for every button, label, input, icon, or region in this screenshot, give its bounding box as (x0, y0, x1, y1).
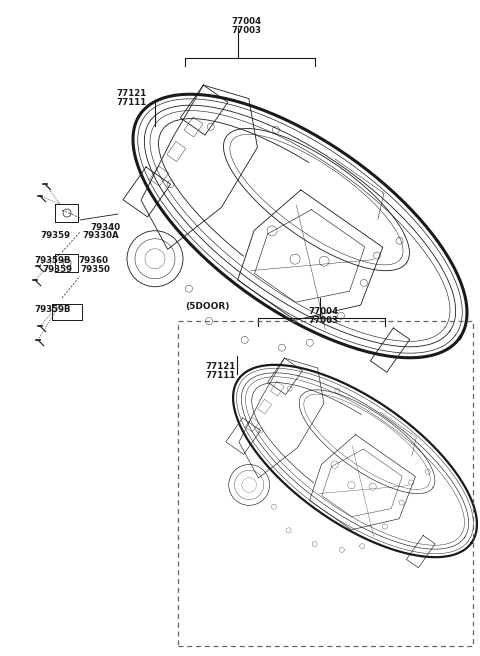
Text: 79340: 79340 (90, 223, 120, 232)
Text: 77003: 77003 (231, 26, 261, 35)
Text: 79359B: 79359B (34, 256, 71, 265)
Text: 77121: 77121 (116, 89, 146, 98)
Bar (178, 321, 473, 646)
Text: 77003: 77003 (308, 316, 338, 325)
Text: 79359B: 79359B (34, 305, 71, 314)
Text: 77121: 77121 (205, 362, 235, 371)
Text: 79330A: 79330A (82, 231, 119, 240)
Text: 77004: 77004 (231, 17, 261, 26)
Text: 79350: 79350 (80, 265, 110, 274)
Text: 77111: 77111 (205, 371, 235, 380)
Text: 77004: 77004 (308, 307, 338, 316)
Text: (5DOOR): (5DOOR) (185, 302, 229, 311)
Text: 79360: 79360 (78, 256, 108, 265)
Text: 79359: 79359 (40, 231, 70, 240)
Text: 79359: 79359 (42, 265, 72, 274)
Text: 77111: 77111 (116, 98, 146, 107)
